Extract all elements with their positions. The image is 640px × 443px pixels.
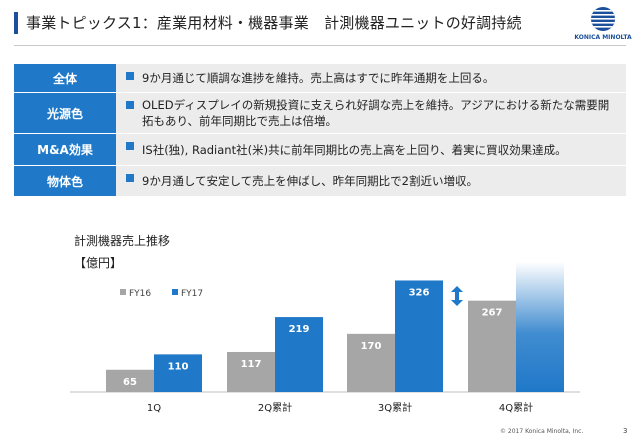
arrow-down-head [451, 300, 463, 306]
category-label: 1Q [147, 403, 161, 414]
topic-text-cell: IS社(独), Radiant社(米)共に前年同期比の売上高を上回り、着実に買収… [116, 134, 626, 165]
category-label: 4Q累計 [499, 401, 533, 414]
logo-text: KONICA MINOLTA [574, 34, 632, 41]
legend-swatch-fy16 [120, 289, 126, 295]
bar-fy16 [347, 333, 395, 392]
bar-fy17 [395, 280, 443, 392]
legend-label-fy17: FY17 [181, 289, 203, 299]
category-label: 3Q累計 [378, 401, 412, 414]
bullet-icon [126, 101, 134, 109]
bullet-icon [126, 142, 134, 150]
slide-title: 事業トピックス1：産業用材料・機器事業 計測機器ユニットの好調持続 [26, 14, 522, 32]
arrow-up-head [451, 286, 463, 292]
bar-fy17 [154, 354, 202, 392]
topic-text: IS社(独), Radiant社(米)共に前年同期比の売上高を上回り、着実に買収… [142, 142, 567, 157]
header-accent-bar [14, 12, 18, 34]
chart-unit: 【億円】 [74, 256, 123, 270]
header-divider [14, 45, 626, 46]
legend-label-fy16: FY16 [129, 289, 151, 299]
bullet-icon [126, 174, 134, 182]
topics-table: 全体 9か月通じて順調な進捗を維持。売上高はすでに昨年通期を上回る。 光源色 O… [14, 64, 626, 197]
bar-value-label: 170 [361, 341, 382, 352]
topic-text: 9か月通じて順調な進捗を維持。売上高はすでに昨年通期を上回る。 [142, 71, 495, 85]
topic-text-cell: 9か月通じて順調な進捗を維持。売上高はすでに昨年通期を上回る。 [116, 64, 626, 92]
bar-value-label: 219 [289, 324, 310, 335]
bullet-icon [126, 72, 134, 80]
category-label: 2Q累計 [258, 401, 292, 414]
bar-value-label: 326 [409, 287, 430, 298]
bar-value-label: 117 [241, 359, 262, 370]
legend-swatch-fy17 [172, 289, 178, 295]
topic-text-cell: OLEDディスプレイの新規投資に支えられ好調な売上を維持。アジアにおける新たな需… [116, 93, 626, 133]
topic-row-light-source: 光源色 OLEDディスプレイの新規投資に支えられ好調な売上を維持。アジアにおける… [14, 93, 626, 134]
bar-fy16 [106, 369, 154, 392]
topic-text: 9か月通して安定して売上を伸ばし、昨年同期比で2割近い増収。 [142, 174, 478, 188]
topic-text-cell: 9か月通して安定して売上を伸ばし、昨年同期比で2割近い増収。 [116, 166, 626, 196]
topic-label: 全体 [14, 64, 116, 92]
chart-title: 計測機器売上推移 [74, 234, 171, 248]
topic-label: M&A効果 [14, 134, 116, 165]
page-number: 3 [623, 427, 628, 435]
logo-globe-icon [591, 7, 615, 31]
bar-value-label: 267 [482, 308, 503, 319]
projection-bar [516, 262, 564, 392]
bar-value-label: 65 [123, 377, 137, 388]
slide-header: 事業トピックス1：産業用材料・機器事業 計測機器ユニットの好調持続 KONICA… [0, 0, 640, 46]
topic-row-ma-effect: M&A効果 IS社(独), Radiant社(米)共に前年同期比の売上高を上回り… [14, 134, 626, 166]
company-logo: KONICA MINOLTA [572, 6, 634, 44]
copyright-text: © 2017 Konica Minolta, Inc. [500, 428, 584, 435]
topic-label: 光源色 [14, 93, 116, 133]
bar-fy16 [227, 351, 275, 392]
bar-fy16 [468, 300, 516, 392]
bar-value-label: 110 [168, 361, 189, 372]
topic-label: 物体色 [14, 166, 116, 196]
topic-text: OLEDディスプレイの新規投資に支えられ好調な売上を維持。アジアにおける新たな需… [142, 98, 610, 128]
topic-row-object-color: 物体色 9か月通して安定して売上を伸ばし、昨年同期比で2割近い増収。 [14, 166, 626, 197]
bar-fy17 [275, 317, 323, 392]
topic-row-overall: 全体 9か月通じて順調な進捗を維持。売上高はすでに昨年通期を上回る。 [14, 64, 626, 93]
